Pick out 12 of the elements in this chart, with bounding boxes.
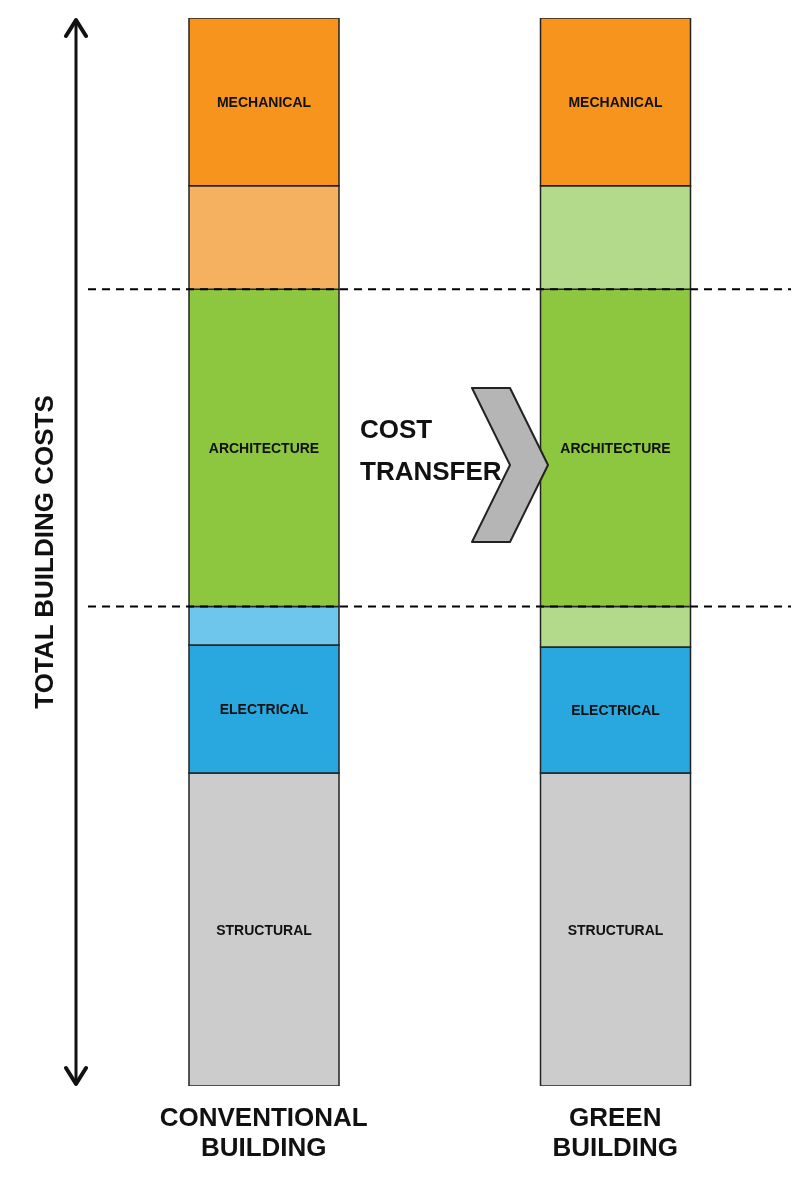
series-label: ARCHITECTURE: [208, 439, 320, 456]
x-tick-label: CONVENTIONAL BUILDING: [159, 1102, 368, 1162]
series-label: MECHANICAL: [216, 93, 312, 110]
annotation: COST TRANSFER: [360, 413, 502, 488]
x-tick-label: GREEN BUILDING: [552, 1102, 679, 1162]
text: ARCHITECTURE: [560, 439, 671, 456]
text: MECHANICAL: [568, 93, 663, 110]
y-axis-title: TOTAL BUILDING COSTS: [29, 395, 59, 709]
series-label: ELECTRICAL: [571, 702, 661, 719]
text: STRUCTURAL: [216, 921, 312, 938]
text: ELECTRICAL: [219, 701, 309, 717]
series-label: STRUCTURAL: [567, 921, 664, 938]
